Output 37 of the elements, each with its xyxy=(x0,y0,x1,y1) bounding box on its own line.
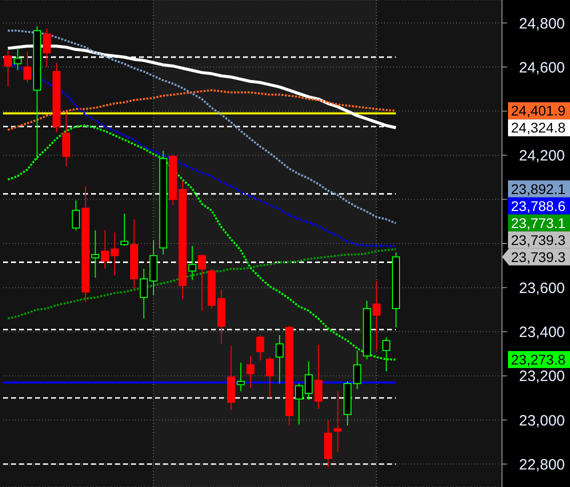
candlestick xyxy=(23,51,32,83)
text: 23,739.3 xyxy=(511,232,566,248)
y-tick-label: 23,000 xyxy=(519,412,565,430)
text: 23,892.1 xyxy=(511,180,566,197)
candlestick xyxy=(72,200,80,231)
y-tick-label: 23,400 xyxy=(519,324,565,342)
text: 23,273.8 xyxy=(511,352,566,368)
candlestick xyxy=(91,230,100,278)
candlestick xyxy=(188,245,196,280)
candlestick xyxy=(334,390,342,452)
candlestick xyxy=(14,48,22,71)
candlestick xyxy=(372,280,381,351)
text: 23,773.1 xyxy=(511,214,566,231)
y-tick-label: 23,200 xyxy=(519,368,565,386)
candlestick xyxy=(236,362,245,392)
text: 23,788.6 xyxy=(511,198,566,214)
candlestick xyxy=(42,28,51,68)
candlestick xyxy=(266,356,274,398)
candlestick xyxy=(276,334,284,384)
candlestick xyxy=(198,254,206,312)
y-tick-label: 24,800 xyxy=(519,15,565,32)
candlestick xyxy=(314,344,322,410)
text: 23,739.3 xyxy=(511,248,566,265)
candlestick xyxy=(4,50,12,88)
line-series xyxy=(6,89,397,131)
y-tick-label: 22,800 xyxy=(519,456,565,474)
line-series xyxy=(6,248,397,320)
candlestick xyxy=(256,334,264,361)
candlestick xyxy=(246,355,254,388)
line-series xyxy=(6,30,397,224)
text: 24,324.8 xyxy=(511,120,566,136)
candlestick xyxy=(120,213,128,246)
text: 24,401.9 xyxy=(511,102,566,119)
y-tick-label: 24,200 xyxy=(519,148,565,165)
y-tick-label: 23,600 xyxy=(519,280,565,297)
y-tick-label: 24,600 xyxy=(519,59,565,76)
candlestick xyxy=(62,112,70,167)
